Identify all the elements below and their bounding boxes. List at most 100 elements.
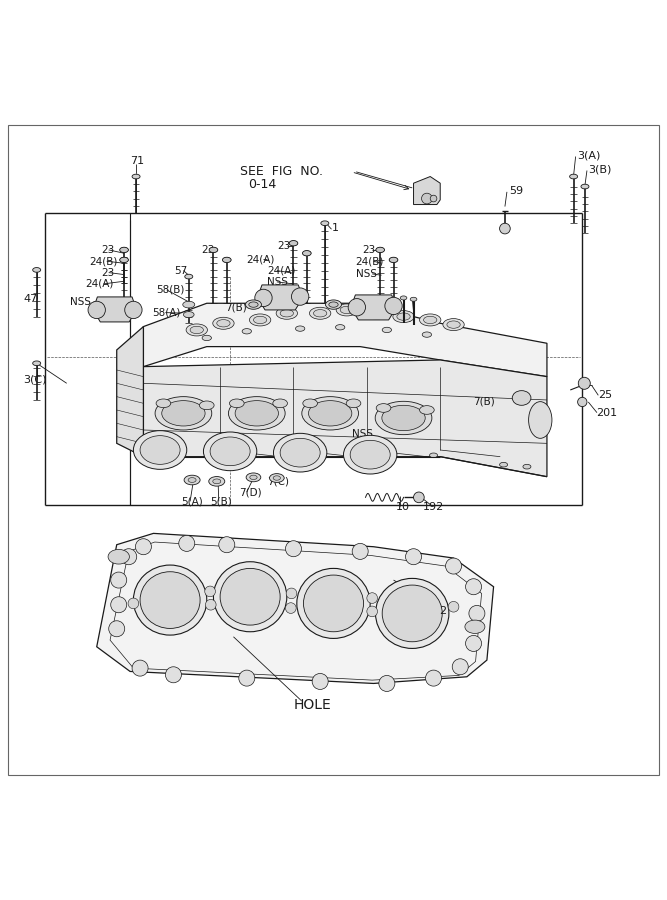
Ellipse shape (273, 476, 280, 481)
Ellipse shape (217, 320, 230, 327)
Ellipse shape (370, 310, 384, 317)
Ellipse shape (185, 274, 193, 279)
Circle shape (379, 675, 395, 691)
Circle shape (406, 549, 422, 564)
Circle shape (239, 670, 255, 686)
Text: 59: 59 (509, 185, 523, 195)
Ellipse shape (235, 400, 279, 426)
Text: 5(A): 5(A) (181, 497, 203, 507)
Ellipse shape (376, 579, 449, 648)
Text: 7(D): 7(D) (239, 487, 261, 497)
Ellipse shape (336, 304, 358, 316)
Ellipse shape (390, 257, 398, 262)
Polygon shape (351, 295, 396, 319)
Ellipse shape (210, 437, 250, 465)
Ellipse shape (309, 307, 331, 320)
Ellipse shape (33, 267, 41, 272)
Circle shape (352, 544, 368, 560)
Circle shape (135, 539, 151, 554)
Ellipse shape (376, 403, 391, 412)
Ellipse shape (183, 302, 195, 308)
Ellipse shape (209, 248, 217, 253)
Text: 24(A): 24(A) (246, 254, 275, 265)
Circle shape (430, 195, 437, 202)
Circle shape (111, 572, 127, 588)
Text: 58(A): 58(A) (152, 308, 181, 318)
Text: 10: 10 (396, 502, 410, 512)
Circle shape (286, 588, 297, 598)
Circle shape (348, 299, 366, 316)
Ellipse shape (447, 321, 460, 328)
Text: 24(A): 24(A) (85, 279, 114, 289)
Ellipse shape (523, 464, 531, 469)
Text: 24(B): 24(B) (89, 256, 118, 266)
Ellipse shape (376, 248, 384, 252)
Ellipse shape (289, 240, 298, 246)
Text: 71: 71 (129, 157, 144, 166)
Ellipse shape (321, 220, 329, 226)
Ellipse shape (295, 326, 305, 331)
Polygon shape (97, 534, 494, 683)
Circle shape (205, 586, 215, 597)
Polygon shape (143, 360, 547, 477)
Text: 23: 23 (101, 267, 115, 277)
Ellipse shape (223, 449, 231, 454)
Ellipse shape (443, 319, 464, 330)
Text: 4: 4 (405, 313, 412, 324)
Polygon shape (93, 297, 136, 322)
Ellipse shape (289, 241, 297, 246)
Ellipse shape (313, 310, 327, 317)
Ellipse shape (133, 565, 207, 635)
Circle shape (219, 536, 235, 553)
Ellipse shape (190, 327, 203, 334)
Ellipse shape (280, 438, 320, 467)
Circle shape (469, 606, 485, 621)
Ellipse shape (344, 436, 397, 474)
Circle shape (426, 670, 442, 686)
Text: 23: 23 (201, 245, 214, 255)
Ellipse shape (382, 405, 426, 431)
Circle shape (255, 289, 272, 307)
Text: 7(A): 7(A) (265, 288, 287, 298)
Ellipse shape (140, 436, 180, 464)
Text: 3(C): 3(C) (23, 374, 47, 384)
Circle shape (367, 593, 378, 603)
Text: NSS: NSS (356, 269, 376, 279)
Text: 24(B): 24(B) (356, 256, 384, 266)
Ellipse shape (213, 318, 234, 329)
Circle shape (578, 377, 590, 390)
Ellipse shape (393, 310, 414, 322)
Ellipse shape (420, 406, 434, 414)
Text: 23: 23 (101, 245, 115, 255)
Ellipse shape (140, 572, 200, 628)
Ellipse shape (156, 399, 171, 408)
Ellipse shape (155, 397, 212, 430)
Circle shape (109, 621, 125, 637)
Ellipse shape (202, 336, 211, 340)
Circle shape (422, 194, 432, 204)
Circle shape (414, 492, 424, 503)
Ellipse shape (33, 361, 41, 365)
Text: 201: 201 (596, 408, 617, 418)
Ellipse shape (382, 585, 442, 642)
Text: HOLE: HOLE (293, 698, 331, 712)
Ellipse shape (209, 476, 225, 486)
Ellipse shape (512, 391, 531, 405)
Ellipse shape (199, 401, 214, 410)
Circle shape (500, 223, 510, 234)
Ellipse shape (422, 332, 432, 338)
Ellipse shape (209, 248, 217, 252)
Text: 58(B): 58(B) (156, 285, 185, 295)
Circle shape (466, 635, 482, 652)
Ellipse shape (301, 397, 359, 430)
Ellipse shape (397, 313, 410, 320)
Ellipse shape (308, 400, 352, 426)
Ellipse shape (581, 184, 589, 189)
Polygon shape (117, 327, 143, 456)
Ellipse shape (213, 562, 287, 632)
Ellipse shape (119, 257, 129, 263)
Ellipse shape (186, 324, 207, 336)
Circle shape (205, 599, 216, 610)
Ellipse shape (149, 447, 157, 453)
Circle shape (446, 558, 462, 574)
